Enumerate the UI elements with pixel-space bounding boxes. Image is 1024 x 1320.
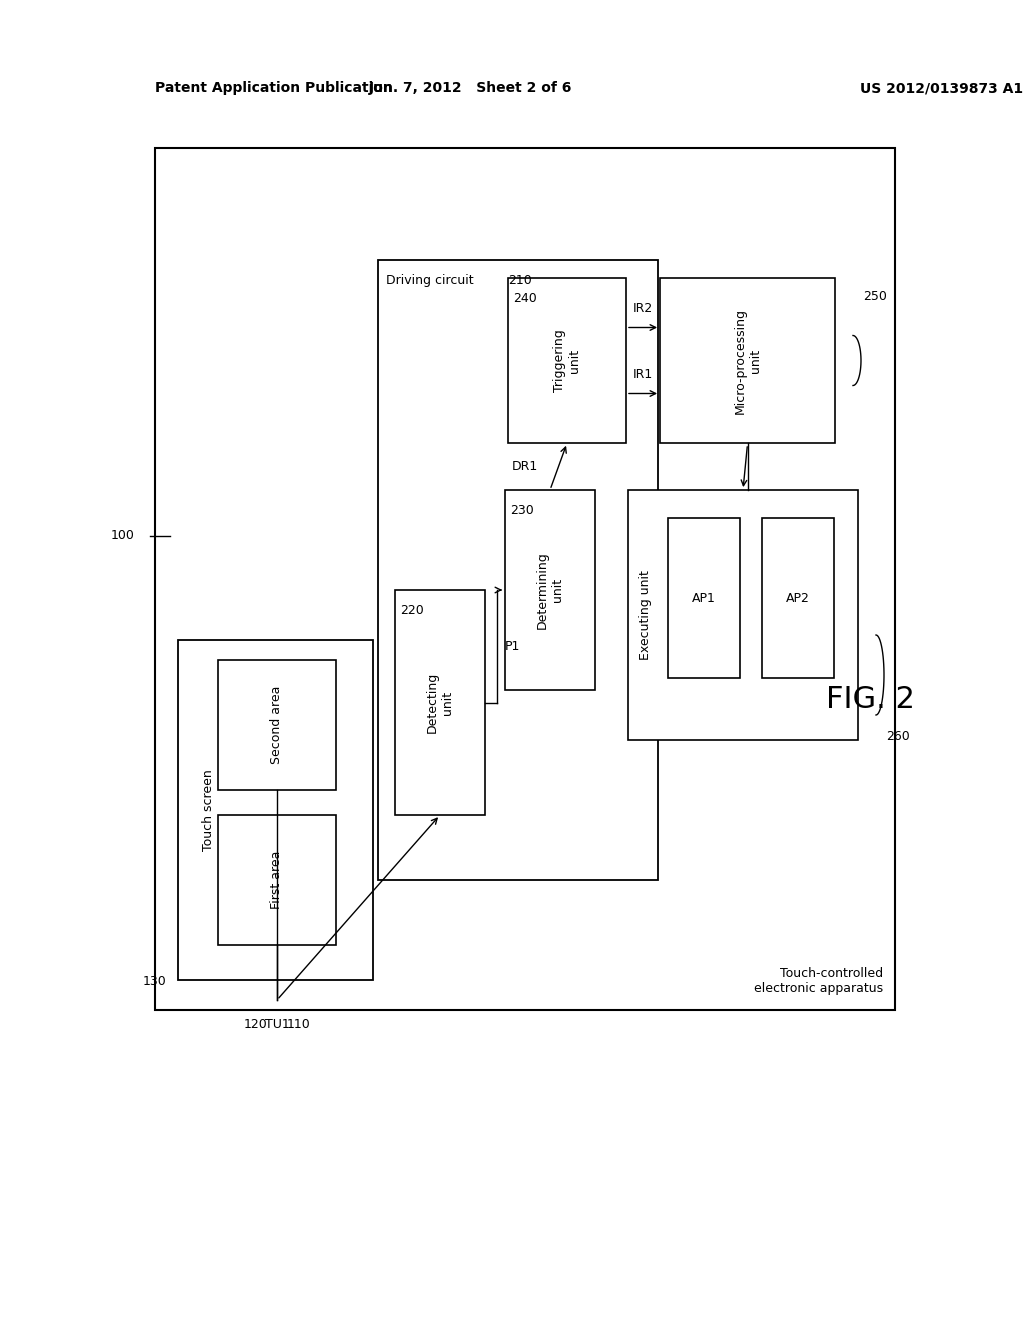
Text: AP1: AP1 (692, 591, 716, 605)
Bar (508, 279, 626, 444)
Bar (668, 517, 740, 678)
Text: Jun. 7, 2012   Sheet 2 of 6: Jun. 7, 2012 Sheet 2 of 6 (369, 81, 571, 95)
Text: Patent Application Publication: Patent Application Publication (155, 81, 393, 95)
Bar (178, 640, 373, 979)
Text: 260: 260 (886, 730, 909, 743)
Bar (378, 260, 658, 880)
Text: 110: 110 (287, 1018, 310, 1031)
Bar (395, 590, 485, 814)
Text: Executing unit: Executing unit (640, 570, 652, 660)
Text: P1: P1 (505, 640, 520, 653)
Text: 250: 250 (863, 290, 887, 304)
Text: Driving circuit: Driving circuit (386, 275, 474, 286)
Text: Detecting
unit: Detecting unit (426, 672, 454, 733)
Bar (660, 279, 835, 444)
Text: 210: 210 (508, 275, 531, 286)
Text: 220: 220 (400, 605, 424, 616)
Text: IR2: IR2 (633, 302, 653, 315)
Bar (505, 490, 595, 690)
Text: 100: 100 (112, 529, 135, 543)
Bar (628, 490, 858, 741)
Bar (218, 814, 336, 945)
Text: IR1: IR1 (633, 368, 653, 381)
Text: FIG. 2: FIG. 2 (825, 685, 914, 714)
Text: Touch screen: Touch screen (202, 770, 214, 851)
Text: Second area: Second area (270, 686, 284, 764)
Text: 230: 230 (510, 504, 534, 517)
Text: Touch-controlled
electronic apparatus: Touch-controlled electronic apparatus (754, 968, 883, 995)
Text: 240: 240 (513, 292, 537, 305)
Bar (762, 517, 834, 678)
Text: Micro-processing
unit: Micro-processing unit (733, 308, 762, 413)
Text: Triggering
unit: Triggering unit (553, 329, 581, 392)
Text: 130: 130 (142, 975, 166, 987)
Text: AP2: AP2 (786, 591, 810, 605)
Text: US 2012/0139873 A1: US 2012/0139873 A1 (860, 81, 1023, 95)
Bar (218, 660, 336, 789)
Text: TU1: TU1 (264, 1018, 290, 1031)
Text: DR1: DR1 (512, 459, 538, 473)
Bar (155, 148, 895, 1010)
Text: Determining
unit: Determining unit (536, 552, 564, 628)
Text: 120: 120 (244, 1018, 267, 1031)
Text: First area: First area (270, 851, 284, 909)
